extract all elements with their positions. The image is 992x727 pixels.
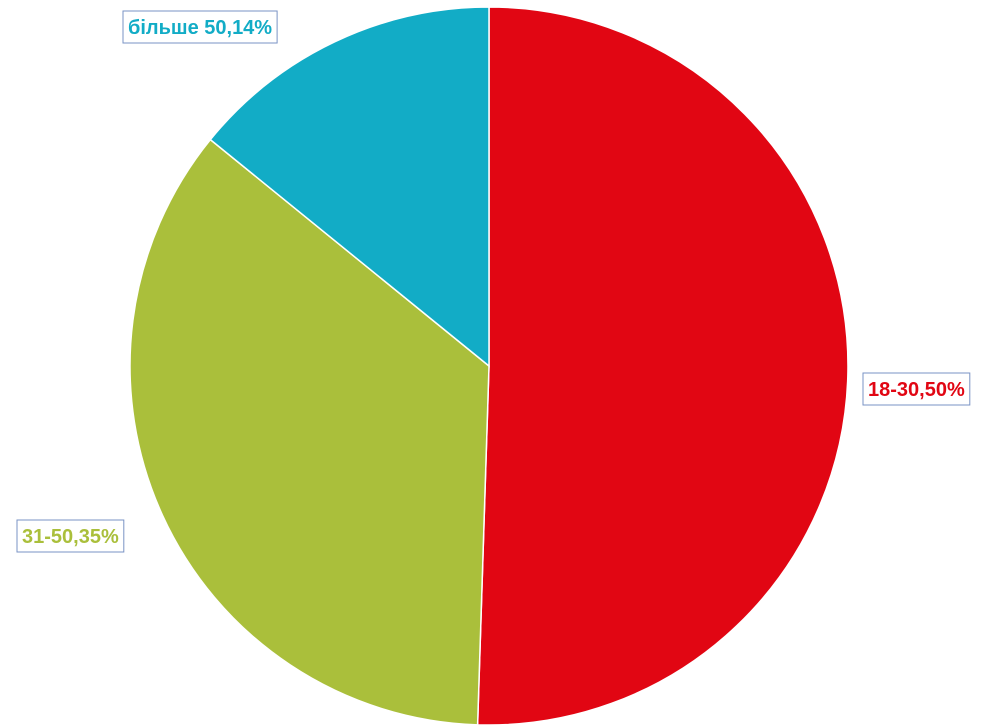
slice-label-box-3 <box>122 10 278 44</box>
slice-label-text-1: 18-30,50% <box>868 379 965 401</box>
slice-label-text-3: більше 50,14% <box>128 17 272 39</box>
pie-slice-1 <box>476 6 849 726</box>
slice-label-text-2: 31-50,35% <box>22 526 119 548</box>
slice-label-box-2 <box>16 519 125 553</box>
pie-slice-3 <box>209 6 490 368</box>
slice-label-box-1 <box>862 372 971 406</box>
slice-label-1: 18-30,50% <box>862 372 971 406</box>
pie-slice-2 <box>129 138 490 726</box>
slice-label-2: 31-50,35% <box>16 519 125 553</box>
slice-label-3: більше 50,14% <box>122 10 278 44</box>
